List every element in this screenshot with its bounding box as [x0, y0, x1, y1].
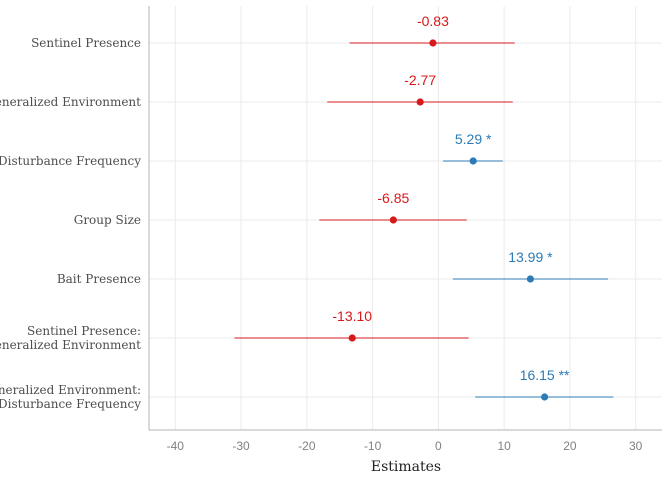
- x-tick-labels: -40 -30 -20 -10 0 10 20 30: [167, 439, 643, 453]
- estimate-point: [541, 393, 549, 401]
- estimate-point: [416, 98, 424, 106]
- estimate-point: [348, 334, 356, 342]
- estimate-point: [389, 216, 397, 224]
- estimates: -0.83 -2.77 5.29 * -6.85 13.99 * -13.10 16.15 …: [234, 13, 614, 401]
- x-tick-label: 30: [629, 439, 643, 453]
- term-label: Disturbance Frequency: [0, 154, 141, 168]
- estimate-label: -13.10: [332, 308, 372, 324]
- x-tick-label: -20: [298, 439, 316, 453]
- estimate-label: 13.99 *: [508, 249, 553, 265]
- estimate-label: -6.85: [377, 190, 409, 206]
- estimate-point: [526, 275, 534, 283]
- estimate-point: [429, 39, 437, 47]
- estimate-label: 5.29 *: [455, 131, 492, 147]
- term-labels: Sentinel Presence Generalized Environment…: [0, 36, 141, 411]
- x-tick-label: -30: [232, 439, 250, 453]
- term-label: Sentinel Presence:: [27, 324, 141, 338]
- grid: [149, 6, 662, 430]
- term-label: Generalized Environment: [0, 95, 141, 109]
- term-label: Disturbance Frequency: [0, 397, 141, 411]
- term-label: Generalized Environment: [0, 338, 141, 352]
- x-tick-label: -40: [167, 439, 185, 453]
- term-label: Group Size: [74, 213, 141, 227]
- x-tick-label: 0: [435, 439, 442, 453]
- term-label: Sentinel Presence: [31, 36, 141, 50]
- estimate-point: [469, 157, 477, 165]
- x-tick-label: -10: [364, 439, 382, 453]
- axes: [148, 6, 662, 431]
- term-label: Generalized Environment:: [0, 383, 141, 397]
- x-tick-label: 10: [497, 439, 511, 453]
- term-label: Bait Presence: [57, 272, 141, 286]
- estimate-label: -2.77: [404, 72, 436, 88]
- x-axis-title: Estimates: [371, 459, 441, 475]
- estimate-label: -0.83: [417, 13, 449, 29]
- estimate-label: 16.15 **: [520, 367, 570, 383]
- x-tick-label: 20: [563, 439, 577, 453]
